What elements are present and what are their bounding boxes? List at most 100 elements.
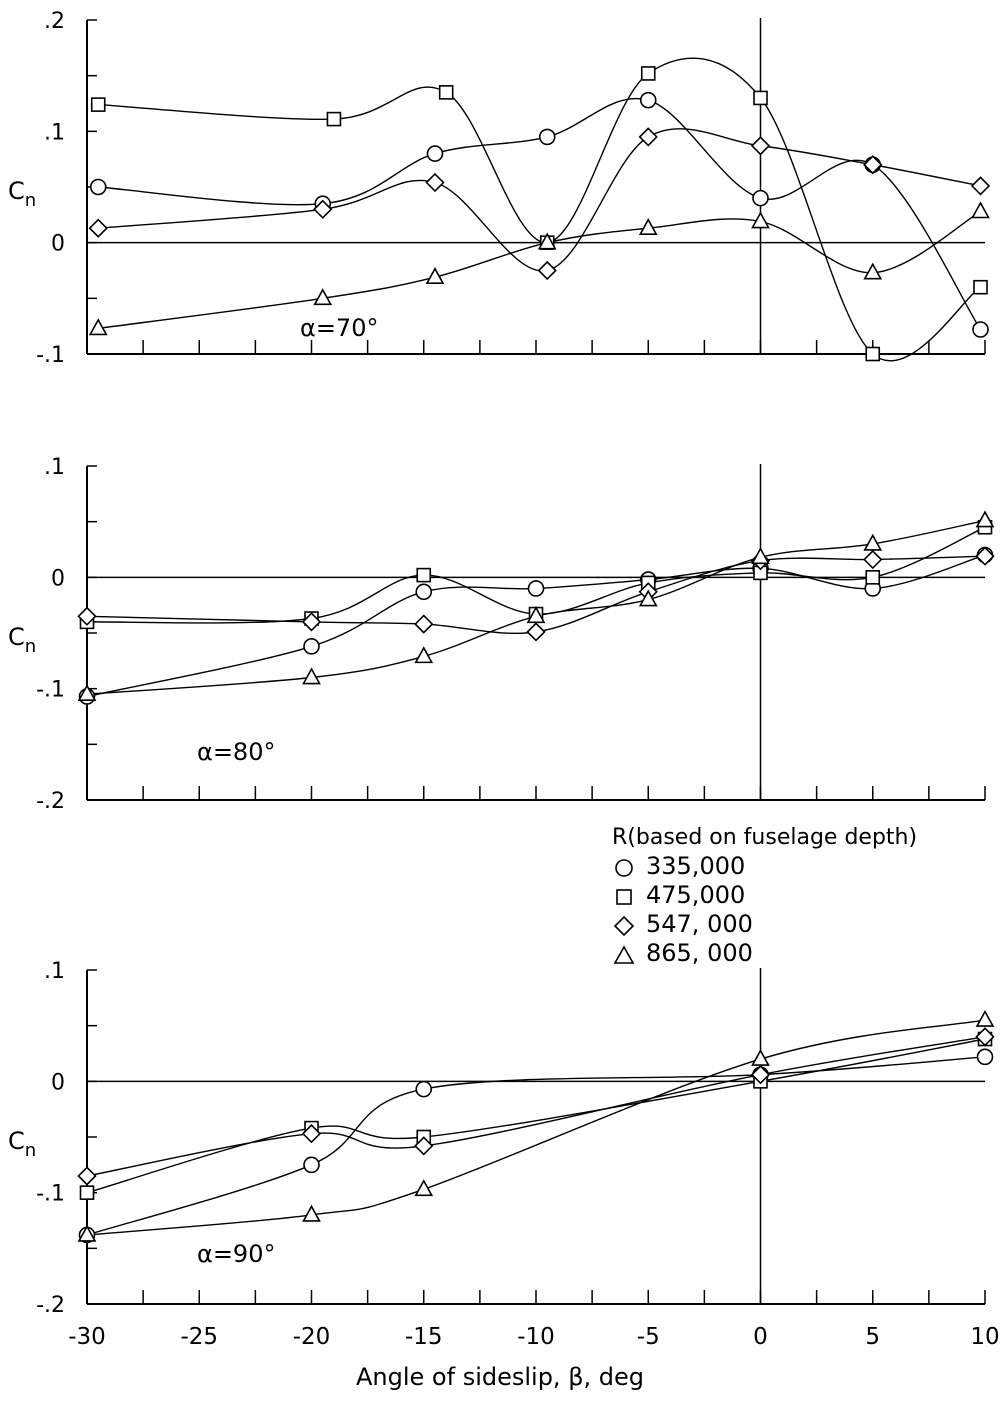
series-line-circle xyxy=(98,97,982,330)
data-point-triangle xyxy=(975,1009,995,1027)
square-marker-icon xyxy=(616,889,632,905)
x-tick-label: -25 xyxy=(180,1324,218,1350)
data-point-triangle xyxy=(302,667,321,685)
alpha-annotation: α=70° xyxy=(300,314,378,342)
y-tick-label: .1 xyxy=(44,455,65,480)
data-point-triangle xyxy=(526,606,546,624)
y-axis-label-subscript: n xyxy=(25,636,36,657)
data-point-circle xyxy=(303,1156,320,1174)
y-axis-label-main: C xyxy=(8,1127,25,1155)
data-point-diamond xyxy=(638,127,658,147)
data-point-diamond xyxy=(425,172,445,193)
y-axis-label-subscript: n xyxy=(25,1140,36,1161)
data-point-triangle xyxy=(971,201,990,219)
y-tick-label: .2 xyxy=(44,9,65,34)
data-point-circle xyxy=(538,128,556,146)
data-point-circle xyxy=(972,321,989,338)
y-axis-label-subscript: n xyxy=(25,190,36,211)
data-point-triangle xyxy=(414,646,434,664)
data-point-circle xyxy=(976,1048,994,1066)
data-point-square xyxy=(973,279,988,295)
data-point-circle xyxy=(527,580,545,597)
legend-title: R(based on fuselage depth) xyxy=(612,825,918,850)
y-tick-label: -.2 xyxy=(36,789,65,814)
legend-item-square: 475,000 xyxy=(612,881,992,910)
legend: R(based on fuselage depth) 335,000 475,0… xyxy=(612,825,992,968)
legend-item-diamond: 547, 000 xyxy=(612,910,992,939)
y-tick-label: .1 xyxy=(44,120,65,145)
data-point-diamond xyxy=(863,155,883,175)
x-tick-label: -20 xyxy=(293,1324,331,1350)
data-point-square xyxy=(438,85,454,100)
data-point-square xyxy=(416,567,432,583)
data-point-triangle xyxy=(77,684,97,702)
data-point-triangle xyxy=(302,1204,321,1222)
data-point-triangle xyxy=(88,318,108,336)
data-point-triangle xyxy=(863,262,883,280)
legend-label: 475,000 xyxy=(646,881,746,909)
data-point-square xyxy=(640,66,656,81)
legend-item-circle: 335,000 xyxy=(612,852,992,881)
data-point-triangle xyxy=(975,510,995,528)
y-axis-label: Cn xyxy=(8,1127,36,1161)
data-point-diamond xyxy=(975,1027,995,1047)
data-point-diamond xyxy=(313,199,333,219)
data-point-square xyxy=(753,90,768,106)
panel-alpha-70: .2 .1 0 -.1 Cn α=70° xyxy=(8,9,991,368)
y-tick-label: 0 xyxy=(51,232,65,257)
y-axis-label: Cn xyxy=(8,623,36,657)
diamond-marker-icon xyxy=(613,915,635,937)
circle-marker-icon xyxy=(615,859,633,877)
y-axis-label-main: C xyxy=(8,177,25,205)
y-tick-label: -.1 xyxy=(36,343,65,368)
y-tick-label: -.1 xyxy=(36,678,65,703)
x-tick-label: -10 xyxy=(517,1324,555,1350)
data-point-diamond xyxy=(970,176,991,196)
legend-label: 335,000 xyxy=(646,852,746,880)
legend-label: 865, 000 xyxy=(646,939,753,967)
series-line-square xyxy=(98,57,981,362)
y-tick-label: 0 xyxy=(51,566,65,591)
data-point-triangle xyxy=(77,1224,97,1242)
data-point-triangle xyxy=(751,211,770,229)
data-point-circle xyxy=(752,189,769,207)
x-tick-label: -5 xyxy=(637,1324,660,1350)
series-line-triangle xyxy=(86,1019,986,1236)
data-point-square xyxy=(90,97,106,112)
y-tick-label: -.1 xyxy=(36,1182,65,1207)
x-tick-label: -30 xyxy=(68,1324,106,1350)
data-point-square xyxy=(865,346,881,362)
x-tick-label: 5 xyxy=(865,1324,880,1350)
data-point-diamond xyxy=(537,260,557,281)
data-point-diamond xyxy=(301,612,322,632)
data-point-triangle xyxy=(425,267,445,284)
triangle-marker-icon xyxy=(613,945,635,964)
data-point-diamond xyxy=(414,1136,434,1156)
panel-alpha-80: .1 0 -.1 -.2 Cn α=80° xyxy=(8,455,995,814)
data-point-diamond xyxy=(750,1065,771,1085)
data-point-diamond xyxy=(414,614,434,634)
data-point-diamond xyxy=(975,546,995,566)
data-point-diamond xyxy=(301,1124,322,1144)
panel-alpha-90: .1 0 -.1 -.2-30 -25 -20 -15 -10 -5 0 5 10 Cn α=90° xyxy=(8,959,1000,1350)
legend-item-triangle: 865, 000 xyxy=(612,939,992,968)
y-tick-label: .1 xyxy=(44,959,65,984)
data-point-circle xyxy=(639,91,657,109)
data-point-triangle xyxy=(638,589,658,607)
data-point-diamond xyxy=(526,622,546,642)
data-point-diamond xyxy=(750,136,771,156)
alpha-annotation: α=80° xyxy=(197,738,275,766)
alpha-annotation: α=90° xyxy=(197,1240,275,1268)
y-axis-label-main: C xyxy=(8,623,25,651)
data-point-triangle xyxy=(751,1048,770,1066)
data-point-circle xyxy=(415,583,433,601)
data-point-diamond xyxy=(77,606,97,626)
data-point-circle xyxy=(426,145,444,162)
data-point-square xyxy=(79,1185,95,1200)
data-point-square xyxy=(326,111,342,127)
y-tick-label: 0 xyxy=(51,1070,65,1095)
x-tick-label: 0 xyxy=(753,1324,768,1350)
data-point-triangle xyxy=(863,533,883,551)
data-point-triangle xyxy=(537,232,557,250)
